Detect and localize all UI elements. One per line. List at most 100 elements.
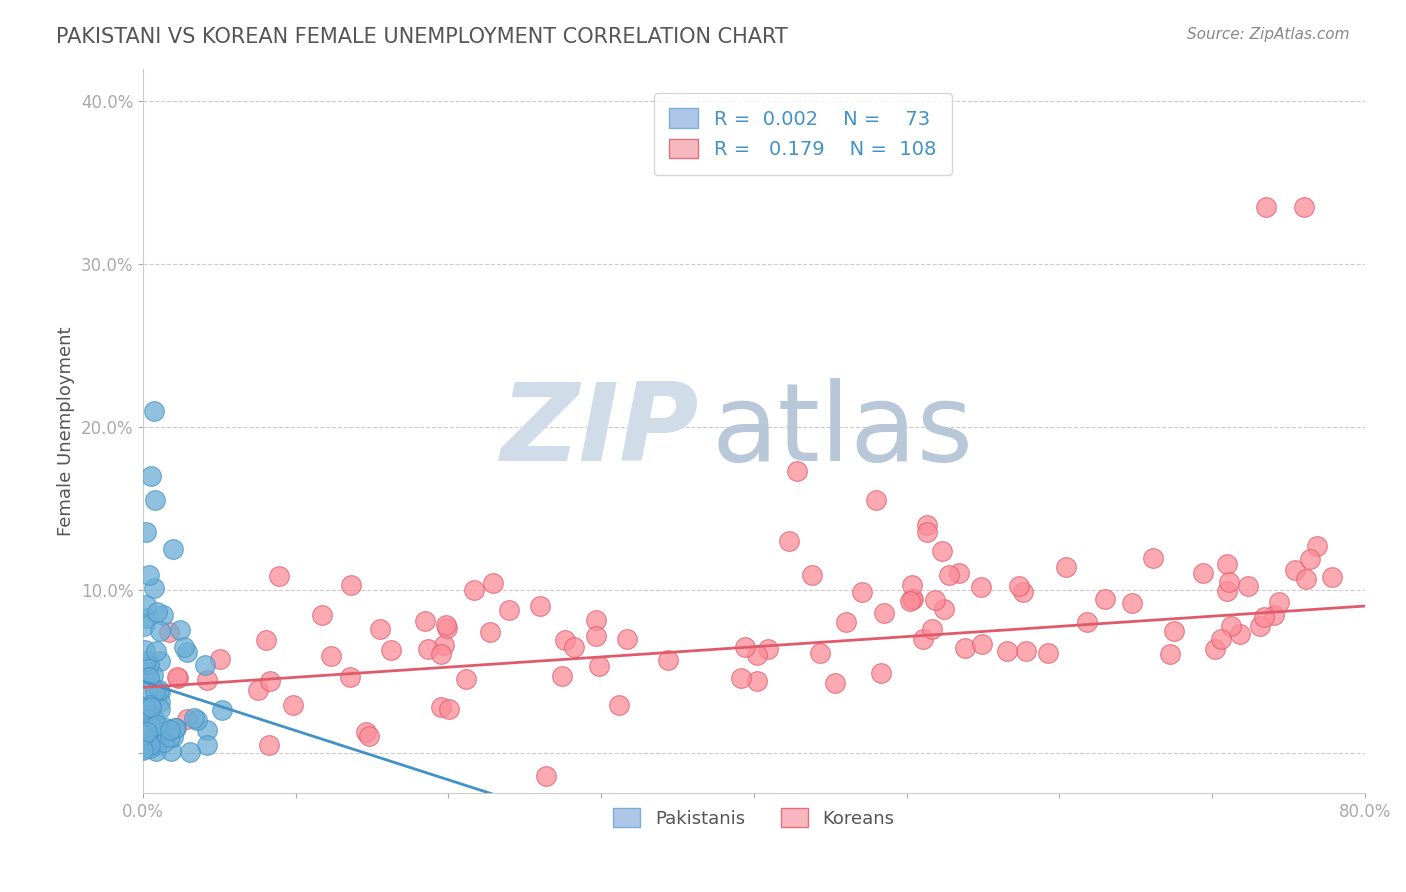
Point xyxy=(135,682,157,697)
Point xyxy=(143,711,166,725)
Point xyxy=(1121,596,1143,610)
Point xyxy=(186,713,208,727)
Point xyxy=(434,618,457,632)
Point xyxy=(354,725,377,739)
Point xyxy=(136,665,159,679)
Point xyxy=(135,740,157,755)
Point xyxy=(179,745,201,759)
Point xyxy=(269,568,291,582)
Point xyxy=(138,568,160,582)
Point xyxy=(1219,618,1241,632)
Point xyxy=(1015,643,1038,657)
Point xyxy=(359,729,381,743)
Point xyxy=(730,671,752,685)
Point xyxy=(808,646,831,660)
Y-axis label: Female Unemployment: Female Unemployment xyxy=(58,326,75,536)
Point xyxy=(1218,575,1240,590)
Point xyxy=(141,699,163,714)
Point xyxy=(135,599,157,613)
Point xyxy=(1253,609,1275,624)
Point xyxy=(134,724,156,739)
Point xyxy=(153,735,176,749)
Point xyxy=(901,591,924,606)
Point xyxy=(1249,619,1271,633)
Point xyxy=(995,644,1018,658)
Point xyxy=(529,599,551,613)
Point xyxy=(194,658,217,673)
Point xyxy=(1054,559,1077,574)
Point xyxy=(139,698,162,712)
Point xyxy=(436,621,458,635)
Point xyxy=(138,704,160,718)
Point xyxy=(416,641,439,656)
Point xyxy=(616,632,638,646)
Point xyxy=(924,593,946,607)
Point xyxy=(370,622,392,636)
Point xyxy=(433,638,456,652)
Point xyxy=(1292,200,1315,214)
Point xyxy=(132,730,155,744)
Point xyxy=(195,723,218,737)
Point xyxy=(1008,579,1031,593)
Point xyxy=(146,717,169,731)
Point xyxy=(208,652,231,666)
Point xyxy=(339,670,361,684)
Point xyxy=(132,743,155,757)
Point xyxy=(259,673,281,688)
Point xyxy=(562,640,585,654)
Point xyxy=(195,739,218,753)
Point xyxy=(921,622,943,636)
Point xyxy=(873,606,896,620)
Point xyxy=(1159,647,1181,661)
Point xyxy=(165,722,187,736)
Point xyxy=(138,706,160,720)
Point xyxy=(134,728,156,742)
Point xyxy=(135,718,157,732)
Point xyxy=(1295,572,1317,586)
Point xyxy=(938,568,960,582)
Point xyxy=(834,615,856,629)
Text: PAKISTANI VS KOREAN FEMALE UNEMPLOYMENT CORRELATION CHART: PAKISTANI VS KOREAN FEMALE UNEMPLOYMENT … xyxy=(56,27,787,46)
Point xyxy=(132,723,155,737)
Point xyxy=(257,738,280,752)
Point xyxy=(437,702,460,716)
Point xyxy=(1254,200,1277,214)
Point xyxy=(339,578,361,592)
Point xyxy=(481,576,503,591)
Point xyxy=(607,698,630,713)
Point xyxy=(247,683,270,698)
Point xyxy=(319,649,342,664)
Point xyxy=(955,640,977,655)
Point xyxy=(165,721,187,735)
Point xyxy=(145,738,167,752)
Point xyxy=(139,700,162,714)
Point xyxy=(132,738,155,752)
Point xyxy=(1012,585,1035,599)
Point xyxy=(166,670,188,684)
Point xyxy=(134,643,156,657)
Point xyxy=(915,517,938,532)
Text: ZIP: ZIP xyxy=(501,378,699,484)
Point xyxy=(734,640,756,654)
Point xyxy=(183,711,205,725)
Point xyxy=(851,585,873,599)
Point xyxy=(159,723,181,738)
Point xyxy=(135,654,157,668)
Point xyxy=(970,580,993,594)
Point xyxy=(745,648,768,662)
Point xyxy=(1299,551,1322,566)
Point xyxy=(173,640,195,655)
Point xyxy=(153,724,176,739)
Point xyxy=(142,582,165,596)
Point xyxy=(1306,539,1329,553)
Point xyxy=(898,594,921,608)
Point xyxy=(134,728,156,742)
Point xyxy=(972,637,994,651)
Point xyxy=(756,642,779,657)
Point xyxy=(211,703,233,717)
Point xyxy=(176,712,198,726)
Point xyxy=(136,712,159,726)
Point xyxy=(148,683,170,698)
Point xyxy=(430,647,453,661)
Point xyxy=(136,724,159,739)
